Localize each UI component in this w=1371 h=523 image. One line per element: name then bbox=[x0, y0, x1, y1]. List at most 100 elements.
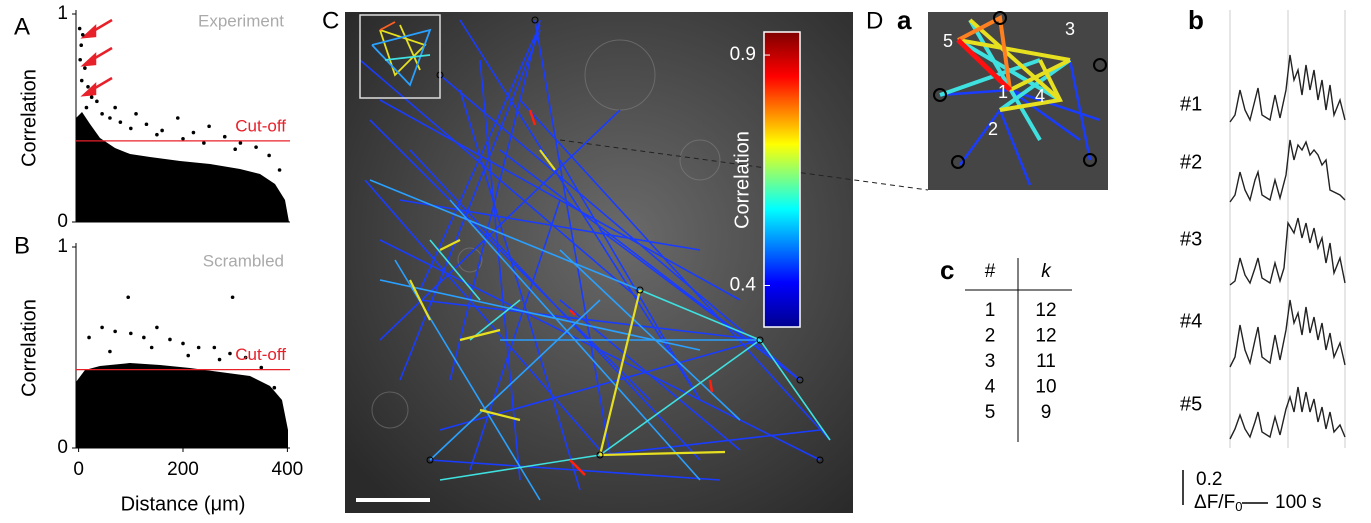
point bbox=[231, 295, 235, 299]
x-tick-label: 400 bbox=[272, 459, 304, 480]
colorbar-label: Correlation bbox=[731, 131, 753, 229]
table-cell: 3 bbox=[985, 351, 996, 372]
point bbox=[223, 135, 227, 139]
y-tick-label: 1 bbox=[57, 3, 68, 24]
point bbox=[176, 116, 180, 120]
y-axis-label: Correlation bbox=[18, 299, 40, 397]
point bbox=[267, 154, 271, 158]
arrows bbox=[84, 20, 112, 95]
table-cell: 5 bbox=[985, 402, 996, 423]
y-axis-label: Correlation bbox=[18, 69, 40, 167]
point bbox=[259, 366, 263, 370]
scale-unit: ΔF/F0 bbox=[1194, 492, 1242, 514]
point bbox=[145, 122, 149, 126]
trace-label: #3 bbox=[1180, 228, 1202, 250]
point bbox=[100, 326, 104, 330]
scale-unit-sub: 0 bbox=[1235, 499, 1242, 514]
table-cell: 2 bbox=[985, 326, 996, 347]
point bbox=[239, 141, 243, 145]
point bbox=[233, 147, 237, 151]
point bbox=[86, 85, 90, 89]
point bbox=[129, 332, 133, 336]
point bbox=[108, 116, 112, 120]
time-scale: 100 s bbox=[1275, 492, 1321, 513]
trace-label: #5 bbox=[1180, 393, 1202, 415]
point bbox=[273, 386, 277, 390]
point bbox=[197, 346, 201, 350]
point bbox=[207, 125, 211, 129]
point-cloud bbox=[76, 363, 288, 448]
point bbox=[113, 106, 117, 110]
cutoff-label: Cut-off bbox=[235, 116, 286, 135]
point bbox=[79, 43, 83, 47]
point bbox=[95, 100, 99, 104]
table-cell: 9 bbox=[1041, 402, 1052, 423]
point bbox=[186, 354, 190, 358]
subpanel-label: b bbox=[1188, 5, 1204, 35]
point bbox=[213, 346, 217, 350]
point bbox=[83, 66, 87, 70]
node-label: 1 bbox=[998, 82, 1008, 102]
point bbox=[192, 131, 196, 135]
annotation: Experiment bbox=[198, 11, 284, 30]
point bbox=[87, 336, 91, 340]
x-axis-label: Distance (μm) bbox=[121, 493, 246, 515]
node-label: 4 bbox=[1035, 86, 1045, 106]
x-tick-label: 0 bbox=[73, 459, 84, 480]
point bbox=[168, 338, 172, 342]
table-header: # bbox=[985, 261, 996, 282]
point bbox=[150, 346, 154, 350]
point bbox=[129, 127, 133, 131]
table-cell: 1 bbox=[985, 300, 996, 321]
subpanel-label: a bbox=[897, 5, 912, 35]
point bbox=[78, 58, 82, 62]
table-cell: 11 bbox=[1036, 351, 1056, 372]
point bbox=[113, 330, 117, 334]
table-cell: 10 bbox=[1035, 377, 1056, 398]
point bbox=[80, 79, 84, 83]
trace-label: #1 bbox=[1180, 93, 1202, 115]
point bbox=[142, 336, 146, 340]
y-tick-label: 0 bbox=[57, 437, 68, 458]
subpanel-label: c bbox=[940, 255, 954, 285]
node-label: 2 bbox=[988, 119, 998, 139]
y-tick-label: 0 bbox=[57, 211, 68, 232]
point bbox=[181, 342, 185, 346]
point bbox=[254, 145, 258, 149]
x-tick-label: 200 bbox=[167, 459, 199, 480]
colorbar bbox=[764, 32, 800, 327]
panel-label: A bbox=[14, 13, 30, 40]
table-header: k bbox=[1041, 261, 1052, 282]
point bbox=[108, 350, 112, 354]
scale-unit-main: ΔF/F bbox=[1194, 492, 1235, 513]
point bbox=[100, 112, 104, 116]
panel-label: B bbox=[14, 232, 30, 259]
point bbox=[181, 137, 185, 141]
y-tick-label: 1 bbox=[57, 236, 68, 257]
cutoff-label: Cut-off bbox=[235, 345, 286, 364]
panel-label: C bbox=[322, 7, 339, 34]
point bbox=[202, 141, 206, 145]
point bbox=[85, 106, 89, 110]
page: A B Correlation Correlation Distance (μm… bbox=[0, 0, 1371, 523]
point bbox=[228, 352, 232, 356]
point bbox=[218, 358, 222, 362]
panel-label: D bbox=[866, 7, 883, 34]
table-cell: 12 bbox=[1035, 300, 1056, 321]
point bbox=[160, 129, 164, 133]
colorbar-tick-label: 0.9 bbox=[730, 44, 756, 65]
trace-label: #4 bbox=[1180, 310, 1202, 332]
point bbox=[78, 27, 82, 31]
colorbar-tick-label: 0.4 bbox=[730, 275, 757, 296]
node-label: 3 bbox=[1065, 19, 1075, 39]
point bbox=[81, 33, 85, 37]
point bbox=[155, 133, 159, 137]
table-cell: 4 bbox=[985, 377, 996, 398]
node-label: 5 bbox=[943, 31, 953, 51]
point bbox=[155, 326, 159, 330]
point bbox=[126, 295, 130, 299]
scale-value: 0.2 bbox=[1196, 469, 1222, 490]
point bbox=[278, 168, 282, 172]
table-cell: 12 bbox=[1035, 326, 1056, 347]
figure: A B Correlation Correlation Distance (μm… bbox=[0, 0, 1371, 523]
